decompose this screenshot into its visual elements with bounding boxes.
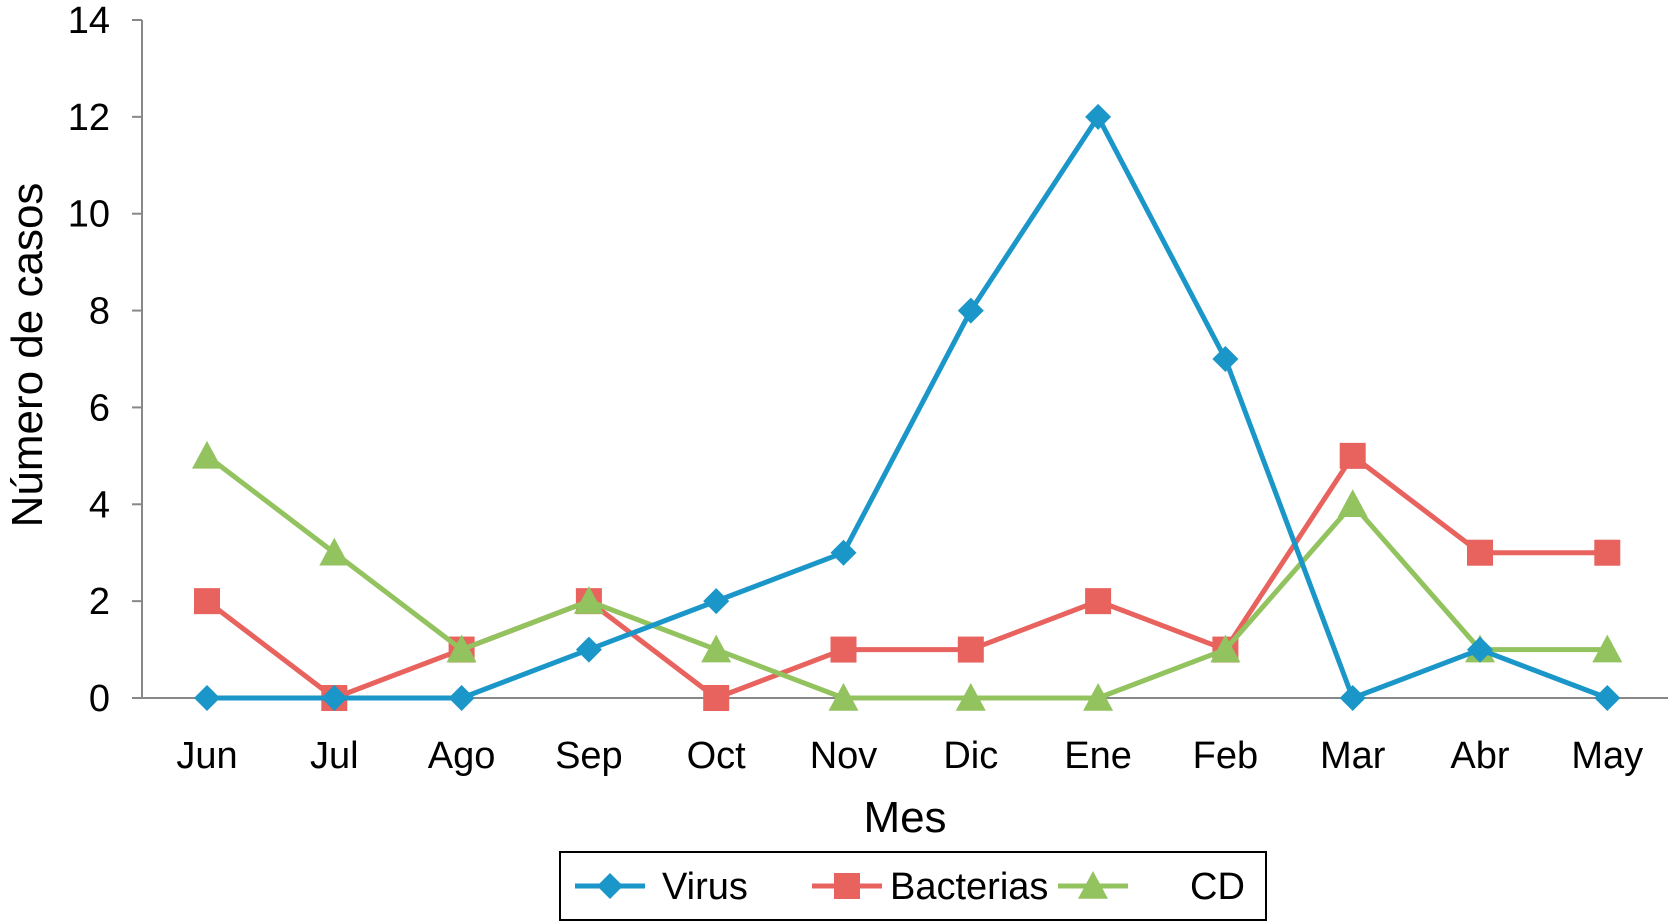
data-point-cd: [1592, 634, 1623, 663]
y-tick-label: 4: [89, 484, 110, 526]
legend-label: Bacterias: [890, 866, 1048, 908]
data-point-virus: [1467, 636, 1493, 663]
series-line-virus: [207, 114, 1609, 701]
data-point-virus: [830, 539, 857, 566]
legend: Virus Bacterias CD: [559, 851, 1267, 921]
x-tick-label: Ago: [428, 735, 496, 777]
series-layer: [192, 103, 1623, 711]
data-point-cd: [446, 634, 477, 663]
x-tick-label: Feb: [1193, 735, 1258, 777]
data-point-virus: [321, 685, 348, 711]
x-tick-label: Mar: [1320, 735, 1386, 777]
data-point-virus: [194, 685, 220, 711]
data-point-cd: [1083, 683, 1114, 711]
series-line-cd: [205, 453, 1608, 701]
x-tick-label: Jun: [176, 735, 237, 777]
data-point-bacterias: [1085, 588, 1112, 615]
legend-item-cd: CD: [1058, 866, 1245, 908]
x-tick-label: Abr: [1450, 735, 1509, 777]
legend-item-bacterias: Bacterias: [812, 866, 1048, 908]
data-point-virus: [575, 636, 602, 663]
data-point-bacterias: [957, 636, 984, 663]
data-point-bacterias: [703, 685, 730, 711]
series-line-bacterias: [205, 453, 1608, 701]
data-point-virus: [448, 685, 475, 711]
x-tick-label: Ene: [1064, 735, 1132, 777]
x-axis: Jun Jul Ago Sep Oct Nov Dic Ene Feb Mar Abr May: [142, 697, 1668, 777]
data-point-virus: [1085, 103, 1112, 130]
legend-item-virus: Virus: [575, 866, 748, 908]
y-tick-label: 14: [68, 0, 110, 42]
data-point-bacterias: [194, 588, 220, 615]
y-tick-label: 6: [89, 387, 110, 429]
data-point-bacterias: [1339, 442, 1366, 469]
data-point-bacterias: [1467, 539, 1493, 566]
series-bacterias: [194, 442, 1621, 711]
y-axis: 0 2 4 6 8 10 12 14: [68, 0, 143, 720]
x-tick-label: Dic: [943, 735, 998, 777]
data-point-cd: [319, 537, 350, 566]
series-virus: [194, 103, 1621, 711]
x-tick-label: Oct: [687, 735, 747, 777]
data-point-virus: [957, 297, 984, 324]
data-point-cd: [1210, 634, 1241, 663]
x-tick-label: Jul: [310, 735, 359, 777]
y-tick-label: 8: [89, 291, 110, 333]
data-point-cd: [192, 440, 222, 469]
data-point-bacterias: [1594, 539, 1621, 566]
data-point-cd: [573, 586, 604, 614]
x-axis-title: Mes: [863, 793, 946, 842]
y-axis-title: Número de casos: [3, 183, 52, 528]
legend-box: [559, 851, 1267, 921]
data-point-cd: [955, 683, 986, 711]
y-tick-label: 2: [89, 581, 110, 623]
data-point-virus: [1212, 346, 1239, 372]
x-tick-label: Sep: [555, 735, 623, 777]
legend-label: CD: [1190, 866, 1245, 908]
series-cd: [192, 440, 1623, 711]
x-tick-label: May: [1571, 735, 1643, 777]
y-tick-label: 10: [68, 194, 110, 236]
data-point-cd: [701, 634, 732, 663]
data-point-cd: [828, 683, 859, 711]
legend-label: Virus: [662, 866, 748, 908]
x-tick-label: Nov: [810, 735, 878, 777]
data-point-cd: [1337, 489, 1368, 518]
legend-marker: [1078, 871, 1108, 899]
data-point-virus: [1594, 685, 1621, 711]
y-tick-label: 0: [89, 678, 110, 720]
data-point-virus: [703, 588, 730, 615]
legend-marker: [597, 873, 623, 899]
data-point-virus: [1339, 685, 1366, 711]
legend-marker: [834, 873, 860, 899]
data-point-bacterias: [830, 636, 857, 663]
y-tick-label: 12: [68, 97, 110, 139]
